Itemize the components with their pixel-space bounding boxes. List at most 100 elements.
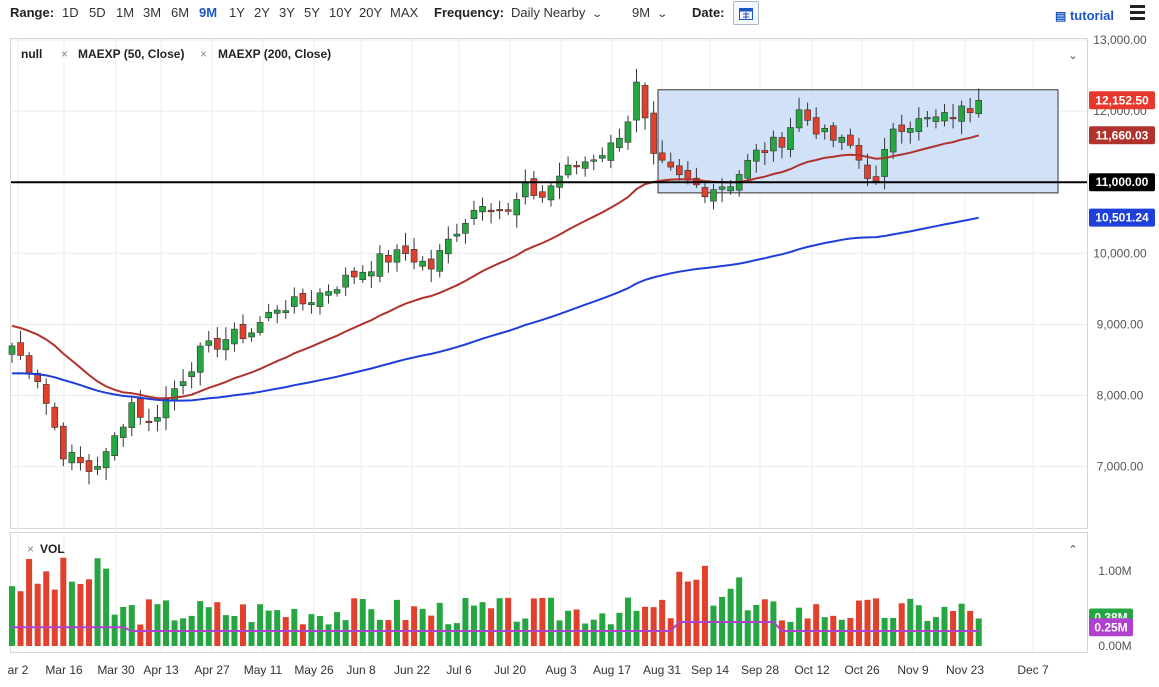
range-1y-button[interactable]: 1Y xyxy=(229,5,245,20)
volume-bar xyxy=(385,620,392,646)
volume-bar xyxy=(368,609,375,646)
x-tick-label: Mar 16 xyxy=(45,663,83,677)
volume-bar xyxy=(154,604,161,646)
volume-bar xyxy=(274,610,281,646)
volume-bar xyxy=(17,591,24,646)
candle-body xyxy=(145,420,153,423)
range-1m-button[interactable]: 1M xyxy=(116,5,135,20)
volume-bar xyxy=(642,606,649,646)
remove-study1-icon: × xyxy=(61,47,68,61)
consolidation-box xyxy=(657,89,1059,194)
candle-body xyxy=(675,165,683,176)
candle-body xyxy=(906,128,914,133)
legend-study2: MAEXP (200, Close) xyxy=(218,47,331,61)
volume-bar xyxy=(701,565,708,646)
frequency-select[interactable]: Daily Nearby ⌄ xyxy=(511,5,603,20)
candle-body xyxy=(949,117,957,120)
ma50-line xyxy=(11,134,979,400)
candle-body xyxy=(308,302,315,306)
x-tick-label: Sep 14 xyxy=(691,663,729,677)
range-max-button[interactable]: MAX xyxy=(390,5,419,20)
volume-bar xyxy=(376,619,383,646)
tutorial-label: tutorial xyxy=(1069,8,1115,23)
calendar-button[interactable] xyxy=(733,1,759,25)
candle-body xyxy=(299,293,307,305)
chart-area[interactable]: ar 2 Mar 16 Mar 30 Apr 13 Apr 27 May 11 May 26… xyxy=(0,28,1159,687)
candle-body xyxy=(436,250,444,272)
hamburger-menu-icon[interactable] xyxy=(1130,5,1145,23)
tutorial-link[interactable]: ▤ tutorial xyxy=(1055,8,1114,23)
x-tick-label: May 26 xyxy=(294,663,334,677)
candle-body xyxy=(410,249,418,263)
candle-body xyxy=(513,199,521,216)
candle-body xyxy=(966,108,974,114)
date-label: Date: xyxy=(692,5,725,20)
x-tick-label: Oct 12 xyxy=(794,663,830,677)
candle-body xyxy=(590,159,598,162)
volume-bar xyxy=(513,621,520,646)
x-tick-label: Jun 22 xyxy=(394,663,430,677)
range-20y-button[interactable]: 20Y xyxy=(359,5,383,20)
candle-body xyxy=(179,381,187,387)
range-5d-button[interactable]: 5D xyxy=(89,5,106,20)
volume-bar xyxy=(462,598,469,646)
candle-body xyxy=(667,161,675,168)
candle-body xyxy=(273,309,281,314)
x-tick-label: Aug 17 xyxy=(593,663,631,677)
volume-ma-line xyxy=(12,621,979,632)
range-9m-button[interactable]: 9M xyxy=(199,5,218,20)
candle-body xyxy=(282,310,290,314)
candle-body xyxy=(958,105,965,122)
volume-bar xyxy=(111,614,118,646)
volume-bar xyxy=(539,597,546,646)
range-1d-button[interactable]: 1D xyxy=(62,5,79,20)
remove-volume-icon: × xyxy=(27,542,34,556)
frequency-label: Frequency: xyxy=(434,5,505,20)
candle-body xyxy=(34,372,41,383)
volume-bar xyxy=(727,588,734,646)
volume-bar xyxy=(334,612,341,646)
range-6m-button[interactable]: 6M xyxy=(171,5,190,20)
candle-body xyxy=(94,466,101,470)
range-2y-button[interactable]: 2Y xyxy=(254,5,270,20)
candle-body xyxy=(393,249,401,263)
volume-bar xyxy=(145,599,152,646)
remove-study2-icon: × xyxy=(200,47,207,61)
volume-bar xyxy=(94,558,101,646)
range-10y-button[interactable]: 10Y xyxy=(329,5,353,20)
volume-bar xyxy=(547,597,554,646)
volume-bar xyxy=(624,597,631,646)
volume-bar xyxy=(445,624,452,646)
candle-body xyxy=(838,136,846,143)
x-tick-label: ar 2 xyxy=(8,663,29,677)
candle-body xyxy=(487,209,495,213)
volume-bar xyxy=(128,605,135,646)
volume-y-tick-label: 1.00M xyxy=(1098,564,1131,578)
legend-study1: MAEXP (50, Close) xyxy=(78,47,184,61)
range-3m-button[interactable]: 3M xyxy=(143,5,162,20)
candle-body xyxy=(137,398,144,418)
period-select[interactable]: 9M ⌄ xyxy=(632,5,668,20)
volume-bar xyxy=(599,613,606,646)
candle-body xyxy=(462,222,469,234)
volume-bar xyxy=(736,577,743,646)
volume-bar xyxy=(744,610,751,646)
candle-body xyxy=(718,186,726,190)
candle-body xyxy=(710,189,717,202)
volume-bar xyxy=(804,618,811,646)
range-3y-button[interactable]: 3Y xyxy=(279,5,295,20)
film-icon: ▤ xyxy=(1055,9,1067,23)
range-5y-button[interactable]: 5Y xyxy=(304,5,320,20)
candle-body xyxy=(521,181,529,198)
x-tick-label: Nov 9 xyxy=(897,663,929,677)
volume-bar xyxy=(864,599,871,646)
candle-body xyxy=(128,402,136,428)
candle-body xyxy=(8,345,16,355)
volume-bar xyxy=(34,583,41,646)
candle-body xyxy=(51,406,59,428)
candle-body xyxy=(119,426,127,438)
volume-bar xyxy=(684,581,691,646)
volume-bar xyxy=(967,610,974,646)
level-value-tag-bg xyxy=(1089,173,1155,192)
candle-body xyxy=(744,160,752,179)
